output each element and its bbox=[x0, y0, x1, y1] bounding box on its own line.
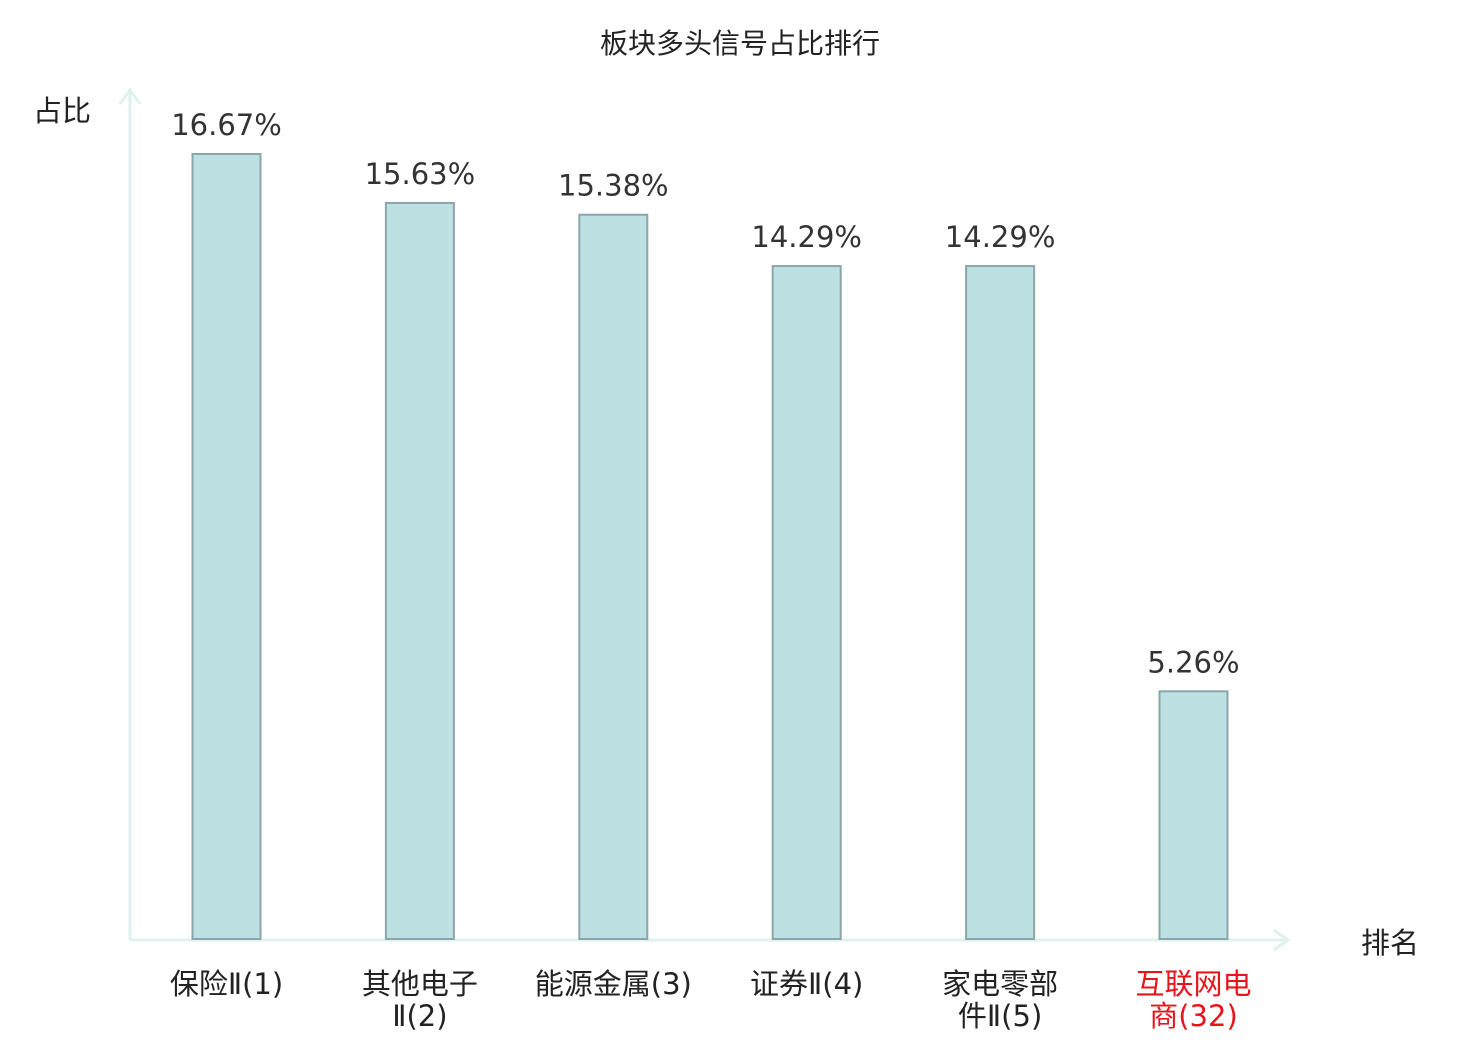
bar-series bbox=[191, 153, 1229, 941]
category-label-4: 证券Ⅱ(4) bbox=[750, 967, 863, 1001]
category-label-5-line-1: 家电零部 bbox=[942, 967, 1058, 1001]
value-label-1: 16.67% bbox=[171, 108, 282, 142]
value-label-3: 15.38% bbox=[558, 169, 669, 203]
chart-title: 板块多头信号占比排行 bbox=[600, 27, 880, 60]
bar-3 bbox=[578, 213, 649, 941]
bar-4 bbox=[771, 265, 842, 941]
category-label-6-line-1: 互联网电 bbox=[1135, 967, 1251, 1001]
category-label-2-line-1: 其他电子 bbox=[362, 967, 478, 1001]
value-label-6: 5.26% bbox=[1147, 645, 1239, 679]
category-label-5-line-2: 件Ⅱ(5) bbox=[958, 999, 1042, 1033]
value-label-5: 14.29% bbox=[945, 220, 1056, 254]
value-label-4: 14.29% bbox=[751, 220, 862, 254]
bar-6 bbox=[1158, 690, 1229, 940]
category-label-6-line-2: 商(32) bbox=[1149, 999, 1238, 1033]
bar-1 bbox=[191, 153, 262, 940]
bar-2 bbox=[384, 201, 455, 941]
bar-5 bbox=[965, 265, 1036, 941]
value-label-2: 15.63% bbox=[365, 157, 476, 191]
value-labels: 16.67% 15.63% 15.38% 14.29% 14.29% 5.26% bbox=[171, 108, 1239, 679]
category-label-1: 保险Ⅱ(1) bbox=[170, 967, 283, 1001]
x-axis-label: 排名 bbox=[1361, 926, 1419, 960]
category-label-2-line-2: Ⅱ(2) bbox=[392, 999, 447, 1033]
y-axis-label: 占比 bbox=[33, 94, 91, 128]
category-label-3: 能源金属(3) bbox=[535, 967, 692, 1001]
y-axis-arrow bbox=[118, 87, 142, 105]
x-axis-arrow bbox=[1273, 928, 1291, 952]
